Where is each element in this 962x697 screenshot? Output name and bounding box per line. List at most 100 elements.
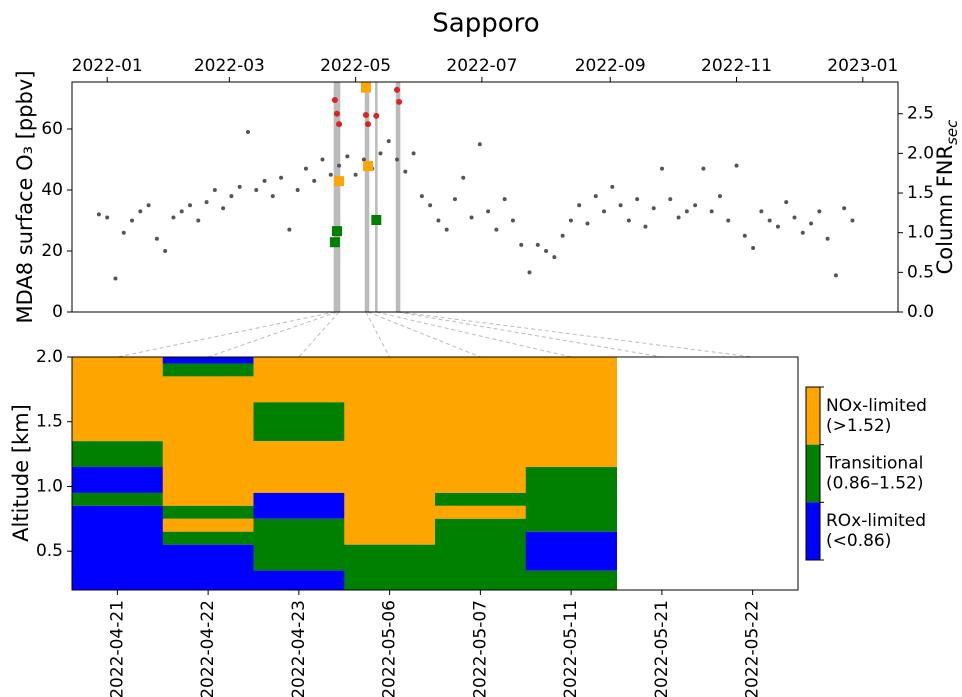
profile-cell bbox=[253, 518, 345, 571]
x-tick-label: 2022-03 bbox=[194, 56, 265, 76]
point bbox=[303, 166, 308, 171]
profile-cell bbox=[72, 441, 164, 468]
connector-line bbox=[399, 311, 753, 358]
point bbox=[742, 233, 747, 238]
point bbox=[353, 172, 358, 177]
connector-line bbox=[396, 311, 662, 358]
point bbox=[163, 248, 168, 253]
y-tick-label: 0 bbox=[52, 302, 63, 322]
point bbox=[270, 194, 275, 199]
point bbox=[593, 194, 598, 199]
point bbox=[717, 194, 722, 199]
point bbox=[320, 157, 325, 162]
x-tick-label: 2022-05-06 bbox=[380, 600, 400, 697]
profile-cell bbox=[72, 357, 164, 442]
legend-label: Transitional bbox=[825, 454, 923, 474]
point bbox=[345, 154, 350, 159]
square-marker bbox=[329, 237, 340, 248]
y2-axis-label-main: Column FNR bbox=[933, 145, 957, 274]
colorbar-segment bbox=[806, 502, 820, 560]
point bbox=[477, 142, 482, 147]
point bbox=[610, 184, 615, 189]
point bbox=[759, 209, 764, 214]
point bbox=[138, 209, 143, 214]
point bbox=[254, 187, 259, 192]
y2-tick-label: 2.0 bbox=[907, 143, 934, 163]
point bbox=[817, 209, 822, 214]
point bbox=[502, 197, 507, 202]
point bbox=[444, 227, 449, 232]
colorbar-frame bbox=[805, 386, 821, 561]
point bbox=[196, 218, 201, 223]
point bbox=[660, 166, 664, 171]
point bbox=[535, 242, 540, 247]
connector-line bbox=[298, 311, 340, 358]
point bbox=[154, 236, 159, 241]
point bbox=[651, 206, 656, 211]
y-tick-label: 20 bbox=[41, 241, 63, 261]
point bbox=[469, 215, 474, 220]
square-marker bbox=[334, 176, 345, 187]
point bbox=[833, 273, 838, 278]
colorbar-segment bbox=[806, 444, 820, 503]
point bbox=[676, 215, 681, 220]
point bbox=[312, 178, 317, 183]
point bbox=[373, 112, 380, 119]
point bbox=[212, 187, 217, 192]
point bbox=[279, 175, 284, 180]
point bbox=[179, 209, 184, 214]
point bbox=[510, 218, 515, 223]
profile-cell bbox=[162, 376, 254, 506]
axes-frame bbox=[71, 356, 799, 591]
legend-label: NOx-limited bbox=[826, 396, 927, 416]
y2-axis-label: Column FNRsec bbox=[933, 119, 961, 275]
profile-cell bbox=[162, 363, 254, 377]
point bbox=[237, 184, 242, 189]
point bbox=[262, 178, 267, 183]
point bbox=[365, 121, 372, 128]
point bbox=[386, 139, 391, 144]
chart-title: Sapporo bbox=[432, 9, 539, 39]
y-tick-label: 2.0 bbox=[36, 347, 63, 367]
point bbox=[428, 203, 433, 208]
point bbox=[577, 203, 582, 208]
point bbox=[618, 203, 623, 208]
point bbox=[568, 218, 573, 223]
point bbox=[287, 227, 292, 232]
point bbox=[734, 163, 739, 168]
x-tick-label: 2022-04-23 bbox=[289, 600, 309, 697]
profile-cell bbox=[72, 492, 164, 506]
point bbox=[668, 197, 673, 202]
profile-cell bbox=[525, 467, 617, 532]
point bbox=[121, 230, 126, 235]
profile-cell bbox=[435, 505, 527, 519]
point bbox=[602, 209, 607, 214]
point bbox=[684, 209, 689, 214]
point bbox=[361, 157, 366, 162]
profile-cell bbox=[162, 544, 254, 590]
point bbox=[709, 209, 714, 214]
point bbox=[461, 175, 466, 180]
profile-cell bbox=[253, 492, 345, 519]
point bbox=[221, 206, 226, 211]
point bbox=[552, 255, 557, 260]
point bbox=[113, 276, 118, 281]
profile-cell bbox=[253, 570, 345, 590]
profile-cell bbox=[162, 531, 254, 545]
profile-cell bbox=[344, 357, 436, 545]
profile-cell bbox=[253, 357, 345, 403]
point bbox=[295, 187, 300, 192]
point bbox=[394, 86, 401, 93]
point bbox=[544, 248, 549, 253]
y-tick-label: 0.5 bbox=[36, 541, 63, 561]
profile-cell bbox=[72, 467, 164, 493]
point bbox=[486, 209, 491, 214]
point bbox=[519, 242, 524, 247]
point bbox=[436, 218, 441, 223]
y2-tick-label: 0.5 bbox=[907, 262, 934, 282]
axes-frame bbox=[71, 81, 899, 313]
colorbar-segment bbox=[806, 387, 820, 445]
square-marker bbox=[371, 215, 382, 225]
x-tick-label: 2022-07 bbox=[446, 56, 517, 76]
point bbox=[328, 172, 333, 177]
